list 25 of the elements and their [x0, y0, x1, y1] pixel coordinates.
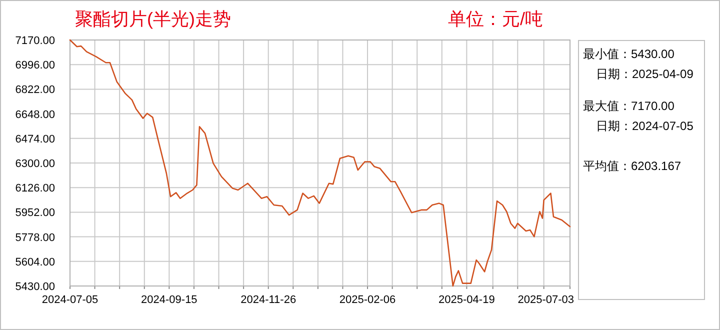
y-axis-title: 单位：元/吨 [448, 9, 544, 29]
text: 最小值：5430.00 [583, 47, 675, 61]
y-tick-label: 6648.00 [15, 108, 55, 121]
text: 平均值：6203.167 [583, 159, 682, 173]
chart-title: 聚酯切片(半光)走势 [75, 9, 231, 29]
text: 最大值：7170.00 [583, 99, 675, 113]
x-tick-label: 2025-04-19 [438, 294, 495, 306]
text: 日期：2024-07-05 [596, 119, 694, 133]
y-tick-label: 5604.00 [15, 256, 55, 268]
text: 日期：2025-04-09 [596, 67, 694, 81]
y-tick-label: 6474.00 [15, 133, 55, 146]
x-tick-label: 2025-02-06 [339, 294, 396, 306]
x-tick-label: 2024-11-26 [240, 294, 296, 306]
y-tick-label: 5430.00 [15, 281, 55, 293]
y-tick-label: 6996.00 [15, 60, 55, 72]
y-tick-label: 5952.00 [15, 207, 55, 220]
y-tick-label: 7170.00 [15, 35, 55, 47]
y-tick-label: 6126.00 [15, 182, 55, 195]
line-series [69, 39, 571, 287]
x-tick-label: 2024-07-05 [42, 294, 98, 306]
y-tick-label: 5778.00 [15, 232, 55, 244]
x-tick-label: 2024-09-15 [141, 294, 198, 306]
x-tick-label: 2025-07-03 [518, 294, 574, 306]
y-tick-label: 6822.00 [15, 84, 55, 96]
y-tick-label: 6300.00 [15, 158, 55, 170]
